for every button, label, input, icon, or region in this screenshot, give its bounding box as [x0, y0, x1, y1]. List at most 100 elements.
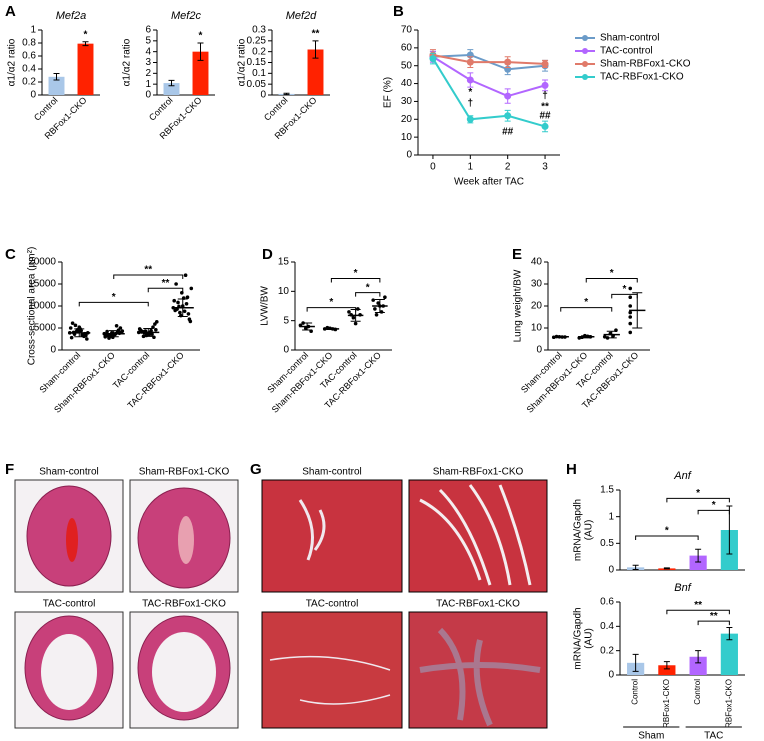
annotation: * [468, 87, 472, 98]
data-point [429, 55, 437, 63]
significance-bracket [635, 535, 699, 540]
y-axis-label: mRNA/Gapdh [573, 607, 584, 669]
panel-letter: E [512, 246, 522, 263]
chart-title: Mef2a [56, 10, 87, 22]
heart-cavity [152, 632, 216, 712]
tissue-detail [419, 484, 532, 586]
significance-label: * [696, 488, 700, 499]
image-label: TAC-RBFox1-CKO [142, 599, 226, 610]
bar [689, 555, 707, 570]
y-tick-label: 0.1 [252, 68, 266, 79]
x-tick-label: Sham-control [265, 350, 310, 395]
series-line [432, 55, 546, 98]
data-point [185, 295, 190, 300]
sd-bar [581, 335, 592, 339]
data-point [188, 319, 193, 324]
annotation: ## [539, 110, 551, 121]
chart-title: Mef2d [286, 10, 317, 22]
data-point [154, 327, 158, 332]
panel-g: G Sham-control Sham-RBFox1-CKO TAC-contr… [250, 461, 548, 729]
data-point [374, 313, 379, 317]
data-point [186, 312, 191, 316]
data-point [628, 321, 633, 326]
significance-bracket [355, 292, 381, 297]
error-bar [82, 41, 89, 47]
significance-bracket [560, 307, 613, 312]
sd-bar [632, 292, 643, 329]
error-bar [53, 73, 60, 81]
y-axis-label: EF (%) [383, 77, 394, 108]
data-point [541, 81, 549, 89]
y-axis-label: mRNA/Gapdh [573, 499, 584, 561]
annotation: ** [312, 28, 320, 39]
data-point [383, 295, 387, 300]
data-point [85, 337, 89, 341]
y-tick-label: 0.4 [22, 64, 36, 75]
significance-bracket [697, 509, 730, 515]
y-axis-label: Lung weight/BW [513, 269, 524, 342]
legend-marker [582, 74, 588, 80]
significance-label: ** [162, 278, 170, 289]
tissue-fibrosis [419, 627, 541, 727]
panel-letter: G [250, 461, 262, 478]
significance-bracket [697, 620, 730, 626]
significance-label: * [366, 282, 370, 293]
significance-bracket [666, 609, 730, 615]
y-tick-label: 0.6 [22, 51, 36, 62]
x-tick-label: Control [631, 679, 640, 705]
image-label: TAC-control [43, 599, 96, 610]
series-line [432, 54, 546, 65]
y-tick-label: 0.5 [600, 538, 614, 549]
tissue-image [261, 479, 403, 593]
x-tick-label: RBFox1-CKO [662, 679, 671, 728]
chart-title: Anf [673, 470, 691, 482]
x-tick-label: 2 [505, 162, 511, 173]
legend-label: Sham-control [600, 33, 659, 44]
legend-label: Sham-RBFox1-CKO [600, 59, 691, 70]
panel-letter: A [5, 3, 16, 20]
data-point [628, 286, 633, 291]
x-tick-label: Control [32, 95, 60, 123]
error-bar [695, 548, 702, 563]
data-point [466, 76, 474, 84]
bar [48, 76, 65, 95]
y-tick-label: 0.6 [600, 597, 614, 608]
data-point [466, 58, 474, 66]
x-tick-label: Control [147, 95, 175, 123]
panel-f: F Sham-control Sham-RBFox1-CKO TAC-contr… [5, 461, 239, 729]
y-tick-label: 1.5 [600, 485, 614, 496]
significance-label: * [329, 297, 333, 308]
data-point [182, 309, 187, 314]
error-bar [663, 661, 670, 670]
chart-title: Bnf [674, 582, 691, 594]
image-label: TAC-RBFox1-CKO [436, 599, 520, 610]
bar [689, 656, 707, 675]
y-axis-label: α1/α2 ratio [122, 38, 133, 86]
y-tick-label: 5000 [34, 323, 57, 334]
error-bar [726, 627, 733, 641]
y-tick-label: 5 [283, 315, 289, 326]
y-tick-label: 0.25 [247, 35, 267, 46]
y-tick-label: 4 [145, 46, 151, 57]
image-label: Sham-control [39, 467, 98, 478]
y-tick-label: 40 [401, 78, 413, 89]
significance-label: * [712, 500, 716, 511]
x-tick-label: RBFox1-CKO [724, 679, 733, 728]
y-tick-label: 1 [30, 25, 36, 36]
data-point [628, 304, 633, 308]
data-point [176, 300, 180, 305]
tissue-detail [269, 655, 391, 705]
data-point [70, 321, 75, 325]
sd-bar [374, 299, 385, 313]
image-label: Sham-control [302, 467, 361, 478]
data-point [373, 307, 377, 311]
y-tick-label: 10 [401, 132, 413, 143]
significance-label: * [354, 268, 358, 279]
significance-label: * [112, 292, 116, 303]
panel-letter: F [5, 461, 14, 478]
data-point [69, 335, 74, 340]
significance-bracket [611, 293, 638, 299]
significance-bracket [147, 287, 184, 293]
error-bar [632, 653, 639, 672]
y-tick-label: 0.8 [22, 38, 36, 49]
